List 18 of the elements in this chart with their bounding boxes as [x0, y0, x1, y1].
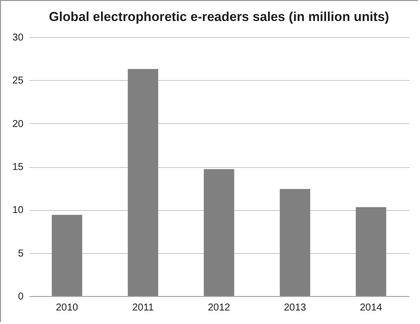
x-tick-label: 2014	[360, 302, 383, 314]
y-tick-label: 0	[18, 292, 24, 302]
y-tick-label: 15	[12, 162, 24, 173]
x-tick-label: 2011	[132, 302, 154, 314]
y-tick-label: 20	[12, 118, 24, 130]
x-tick-label: 2010	[56, 302, 79, 314]
bar	[204, 169, 234, 296]
y-tick-label: 10	[12, 205, 24, 216]
chart-title: Global electrophoretic e-readers sales (in million units)	[48, 9, 390, 24]
bar	[356, 207, 386, 296]
bar	[280, 188, 310, 296]
x-tick-label: 2013	[284, 302, 307, 314]
y-tick-label: 30	[12, 32, 24, 44]
bar	[128, 68, 158, 296]
bar	[52, 214, 82, 296]
y-tick-label: 25	[12, 76, 24, 87]
y-tick-label: 5	[18, 248, 24, 260]
x-tick-label: 2012	[208, 302, 231, 314]
